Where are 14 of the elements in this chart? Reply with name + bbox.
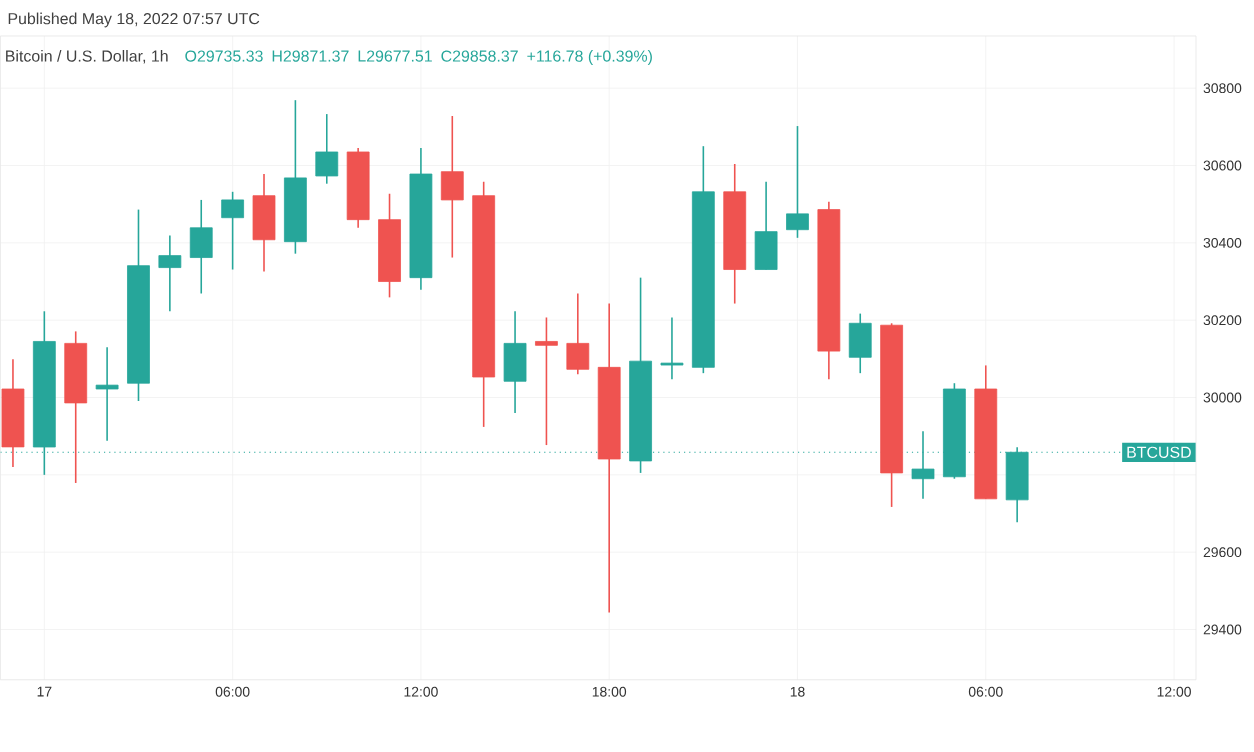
candlestick — [252, 173, 276, 273]
candlestick — [660, 316, 684, 381]
candlestick — [566, 292, 590, 376]
candlestick — [440, 115, 464, 259]
candlestick — [786, 125, 809, 239]
candlestick — [158, 234, 182, 313]
candlestick — [754, 181, 778, 271]
candlestick — [848, 312, 872, 375]
candlestick — [315, 113, 339, 185]
candlestick — [221, 191, 245, 271]
candlestick — [535, 316, 558, 446]
candlestick — [189, 199, 213, 295]
candlestick — [95, 346, 119, 442]
candlestick — [503, 310, 527, 414]
